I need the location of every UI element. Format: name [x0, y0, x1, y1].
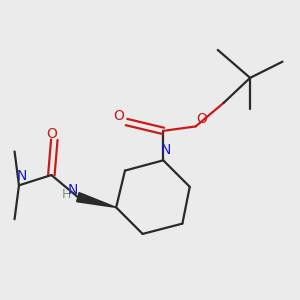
Polygon shape [76, 193, 116, 207]
Text: N: N [161, 143, 171, 157]
Text: O: O [196, 112, 207, 126]
Text: N: N [68, 183, 78, 197]
Text: N: N [17, 169, 27, 184]
Text: O: O [114, 109, 124, 123]
Text: O: O [46, 127, 57, 141]
Text: H: H [61, 188, 71, 201]
